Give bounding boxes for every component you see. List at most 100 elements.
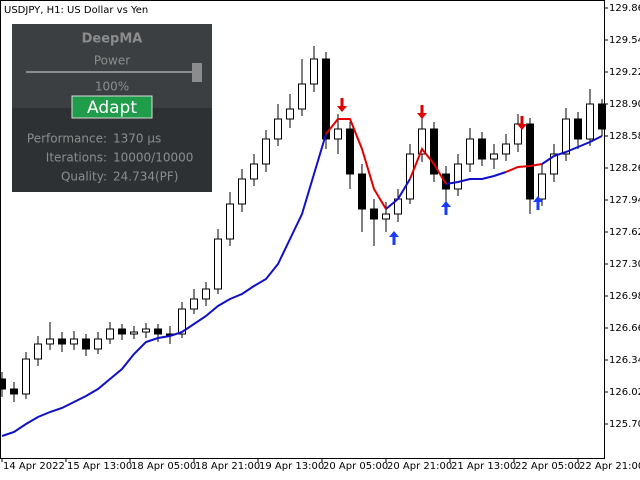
candle-body: [10, 388, 18, 395]
ma-line: [541, 135, 603, 165]
candle-body: [58, 338, 66, 345]
candle-body: [226, 203, 234, 240]
y-tick-label: 128.900: [609, 99, 640, 110]
x-tick-label: 20 Apr 05:00: [323, 461, 388, 472]
stat-label: Performance:: [27, 132, 107, 146]
slider-label: Power: [94, 54, 130, 68]
panel-title: DeepMA: [82, 32, 143, 47]
signal-arrow: [389, 231, 399, 245]
candle-body: [430, 128, 438, 175]
candle-body: [94, 338, 102, 350]
plot-area: [0, 46, 606, 437]
candle-body: [466, 138, 474, 165]
candle-body: [22, 358, 30, 395]
signal-arrow: [517, 116, 527, 130]
candle-body: [250, 163, 258, 180]
candle-body: [322, 58, 330, 140]
candle-body: [550, 153, 558, 175]
y-tick-label: 129.860: [609, 3, 640, 14]
panel-top: [12, 24, 212, 108]
stats: Performance: 1370 µs Iterations: 10000/1000…: [27, 132, 193, 184]
candle-body: [538, 173, 546, 200]
candle-body: [562, 118, 570, 155]
x-tick-label: 19 Apr 13:00: [259, 461, 324, 472]
candle-body: [598, 103, 606, 130]
stat-label: Iterations:: [46, 151, 107, 165]
candle-body: [346, 128, 354, 175]
x-tick-label: 20 Apr 21:00: [387, 461, 452, 472]
candle-body: [382, 213, 390, 220]
candle-body: [586, 103, 594, 140]
y-tick-label: 126.020: [609, 387, 640, 398]
x-tick-label: 15 Apr 13:00: [67, 461, 132, 472]
candle-body: [130, 331, 138, 335]
slider-value: 100%: [95, 80, 129, 94]
candle-body: [478, 138, 486, 160]
candle-body: [574, 118, 582, 140]
x-tick-label: 18 Apr 05:00: [131, 461, 196, 472]
y-tick-label: 126.660: [609, 323, 640, 334]
y-tick-label: 126.340: [609, 355, 640, 366]
y-tick-label: 127.620: [609, 227, 640, 238]
candle-body: [286, 108, 294, 120]
candle-body: [0, 378, 6, 390]
candle-body: [418, 128, 426, 155]
candle-body: [82, 338, 90, 350]
stat-label: Quality:: [61, 170, 107, 184]
y-tick-label: 129.220: [609, 67, 640, 78]
ma-line: [409, 147, 447, 185]
control-panel: DeepMA Power 100% Adapt Performance: 1370…: [12, 24, 212, 192]
stat-value: 10000/10000: [113, 151, 193, 165]
candle-body: [202, 288, 210, 300]
candle-body: [154, 328, 162, 335]
candle-body: [526, 123, 534, 200]
y-tick-label: 128.580: [609, 131, 640, 142]
ma-line: [505, 163, 543, 173]
x-tick-label: 22 Apr 05:00: [515, 461, 580, 472]
signal-arrow: [417, 105, 427, 119]
candle-body: [442, 173, 450, 190]
ma-line: [325, 118, 387, 210]
candle-body: [298, 83, 306, 110]
candle-body: [238, 178, 246, 205]
candle-body: [262, 138, 270, 165]
candle-body: [502, 143, 510, 155]
adapt-button[interactable]: [71, 95, 153, 119]
candle-body: [274, 118, 282, 140]
x-tick-label: 22 Apr 21:00: [579, 461, 640, 472]
ma-line: [385, 178, 411, 210]
candle-body: [334, 128, 342, 140]
x-tick-label: 21 Apr 13:00: [451, 461, 516, 472]
candle-body: [190, 298, 198, 310]
signal-arrow: [533, 196, 543, 210]
y-tick-label: 128.260: [609, 163, 640, 174]
candle-body: [454, 163, 462, 190]
signal-arrow: [441, 201, 451, 215]
candle-body: [310, 58, 318, 85]
x-tick-label: 14 Apr 2022: [3, 461, 65, 472]
y-tick-label: 127.940: [609, 195, 640, 206]
stat-value: 1370 µs: [113, 132, 161, 146]
candle-body: [358, 173, 366, 210]
y-tick-label: 125.700: [609, 419, 640, 430]
signal-arrow: [337, 98, 347, 112]
candle-body: [142, 328, 150, 333]
stat-value: 24.734(PF): [113, 170, 179, 184]
ma-line: [1, 133, 327, 437]
ma-line: [445, 171, 507, 185]
chart-title: USDJPY, H1: US Dollar vs Yen: [4, 5, 148, 16]
x-tick-label: 18 Apr 21:00: [195, 461, 260, 472]
candle-body: [34, 343, 42, 360]
y-tick-label: 129.540: [609, 35, 640, 46]
adapt-button-label[interactable]: Adapt: [87, 98, 137, 118]
y-tick-label: 126.980: [609, 291, 640, 302]
panel-bottom: [12, 108, 212, 192]
candle-body: [46, 338, 54, 345]
candle-body: [106, 328, 114, 340]
slider-thumb[interactable]: [192, 63, 202, 82]
candle-body: [118, 328, 126, 335]
candle-body: [178, 308, 186, 335]
y-tick-label: 127.300: [609, 259, 640, 270]
candle-body: [214, 238, 222, 290]
